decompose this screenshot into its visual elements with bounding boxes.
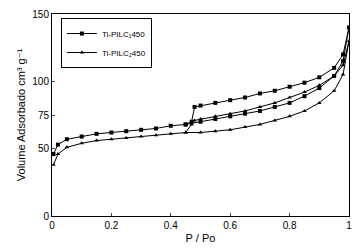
svg-text:0.4: 0.4 xyxy=(164,220,178,231)
svg-text:Volume Adsorbado cm³ g⁻¹: Volume Adsorbado cm³ g⁻¹ xyxy=(15,48,27,181)
svg-text:P / Po: P / Po xyxy=(186,232,216,244)
svg-text:Ti-PILC₁450: Ti-PILC₁450 xyxy=(102,30,145,39)
svg-text:0: 0 xyxy=(49,220,55,231)
svg-text:75: 75 xyxy=(38,110,50,121)
svg-text:0: 0 xyxy=(43,211,49,222)
svg-text:0.2: 0.2 xyxy=(104,220,118,231)
svg-text:1: 1 xyxy=(346,220,352,231)
svg-text:150: 150 xyxy=(32,9,49,20)
svg-text:Ti-PILC₂450: Ti-PILC₂450 xyxy=(102,49,146,58)
svg-text:0.6: 0.6 xyxy=(223,220,237,231)
svg-text:0.8: 0.8 xyxy=(283,220,297,231)
svg-text:50: 50 xyxy=(38,143,50,154)
svg-text:100: 100 xyxy=(32,76,49,87)
